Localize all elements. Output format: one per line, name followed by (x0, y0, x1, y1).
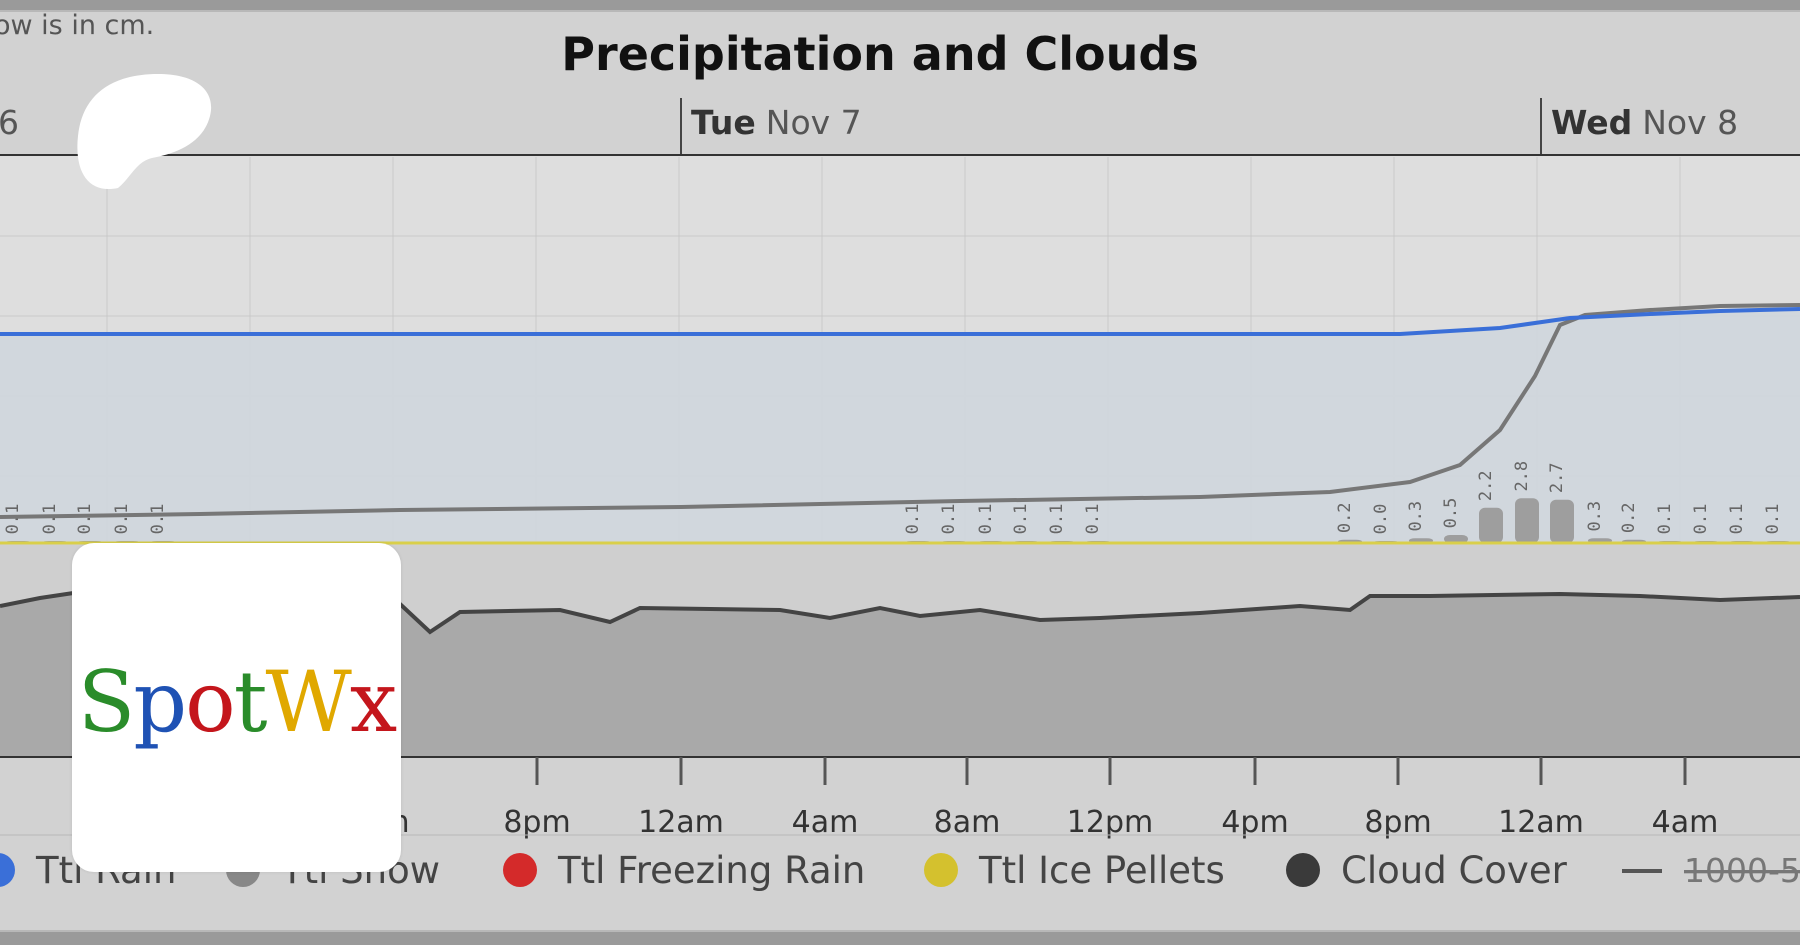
day-header: 6 Tue Nov 7 Wed Nov 8 (0, 98, 1738, 155)
snow-bar-label: 0.1 (3, 504, 23, 535)
legend-swatch (0, 853, 15, 887)
snow-bar-label: 2.2 (1476, 470, 1496, 501)
x-tick-label: 8pm (1364, 805, 1431, 840)
snow-bar-label: 0.3 (1585, 501, 1605, 532)
cloud-cover-line (0, 587, 1800, 635)
rain-line (0, 307, 1800, 336)
spotwx-wordmark: SpotWx (77, 653, 397, 751)
legend-swatch (503, 853, 537, 887)
day-label-2: Tue Nov 7 (691, 103, 862, 142)
snow-bar-label: 0.0 (1371, 504, 1391, 535)
x-tick-label: 4pm (1221, 805, 1288, 840)
snow-bar-label: 0.1 (1011, 504, 1031, 535)
rain-area (0, 309, 1800, 543)
snow-bar (1479, 507, 1503, 543)
snow-bar-label: 0.1 (40, 504, 60, 535)
legend-swatch (924, 853, 958, 887)
spotwx-logo[interactable]: SpotWx (72, 543, 401, 872)
x-tick-label: 4am (1652, 805, 1719, 840)
patreon-icon[interactable] (70, 66, 220, 226)
snow-bar-label: 0.1 (1047, 504, 1067, 535)
cloud-cover-area (0, 590, 1800, 757)
snow-bar-label: 0.1 (1727, 504, 1747, 535)
snow-bar-label: 0.1 (75, 504, 95, 535)
legend-swatch (1286, 853, 1320, 887)
x-tick-label: 8am (934, 805, 1001, 840)
snow-bar-label: 0.3 (1406, 501, 1426, 532)
x-tick-label: 8pm (503, 805, 570, 840)
snow-bar (1515, 498, 1539, 543)
snow-bar (1550, 499, 1574, 543)
header-note: ow is in cm. (0, 10, 154, 41)
snow-bar-label: 0.1 (1763, 504, 1783, 535)
day-label-3: Wed Nov 8 (1551, 103, 1738, 142)
snow-bar-label: 0.2 (1619, 502, 1639, 533)
legend-label: Cloud Cover (1341, 849, 1568, 892)
legend-label: Ttl Ice Pellets (978, 849, 1225, 892)
snow-bar (1444, 535, 1468, 543)
x-tick-label: 12am (638, 805, 724, 840)
x-axis-ticks: m8pm12am4am8am12pm4pm8pm12am4am (380, 757, 1718, 840)
snow-bar-label: 0.1 (939, 504, 959, 535)
snow-bar-label: 2.7 (1547, 462, 1567, 493)
snow-bar-label: 0.1 (1083, 504, 1103, 535)
snow-bar-label: 0.1 (976, 504, 996, 535)
x-tick-label: 12pm (1067, 805, 1153, 840)
legend-label: Ttl Freezing Rain (557, 849, 865, 892)
snow-line (0, 303, 1800, 519)
chart-title: Precipitation and Clouds (561, 27, 1198, 81)
snow-bar-label: 0.1 (1655, 504, 1675, 535)
day-label-1: 6 (0, 103, 19, 142)
snow-bar-label: 0.5 (1441, 498, 1461, 529)
snow-bar-label: 0.2 (1335, 502, 1355, 533)
snow-bar-labels: 0.1 0.1 0.1 0.1 0.1 0.1 0.1 0.1 0.1 0.1 0.1 0.2 0.0 0… (3, 461, 1783, 535)
legend-extra-label: 1000-5 (1684, 851, 1800, 890)
snow-bar-label: 0.1 (903, 504, 923, 535)
x-tick-label: 4am (792, 805, 859, 840)
snow-bar-label: 0.1 (112, 504, 132, 535)
snow-bar-label: 0.1 (148, 504, 168, 535)
snow-bar-label: 0.1 (1691, 504, 1711, 535)
x-tick-label: 12am (1498, 805, 1584, 840)
snow-bar-label: 2.8 (1512, 461, 1532, 492)
